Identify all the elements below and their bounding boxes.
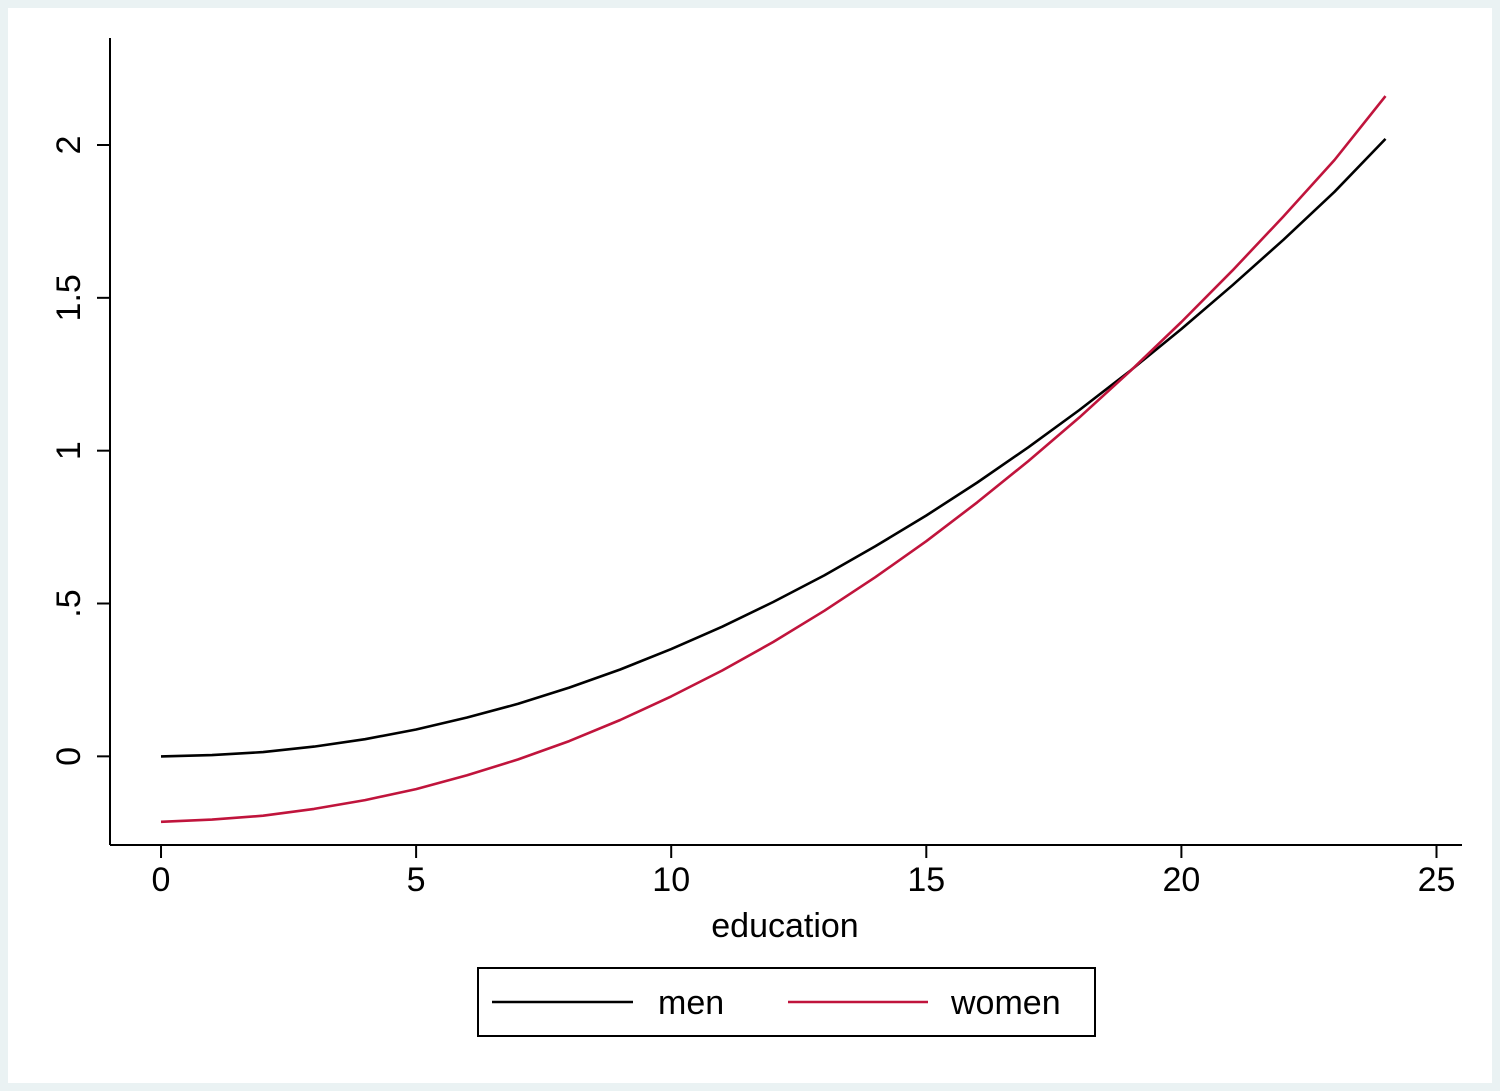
tick-group: 0 5 10 15 20 25 0 .5 1 1.5 2 <box>50 136 1455 899</box>
series-line-women <box>160 95 1387 824</box>
y-tick-label: .5 <box>50 589 88 617</box>
x-tick-label: 0 <box>152 861 171 899</box>
legend: men women <box>477 967 1096 1037</box>
line-chart: 0 5 10 15 20 25 0 .5 1 1.5 2 education men women <box>50 38 1462 1037</box>
axes <box>109 38 1462 846</box>
chart-figure: 0 5 10 15 20 25 0 .5 1 1.5 2 education men women <box>8 8 1492 1083</box>
x-tick-label: 10 <box>652 861 690 899</box>
x-tick-label: 20 <box>1162 861 1200 899</box>
x-tick-label: 5 <box>407 861 426 899</box>
legend-label-men: men <box>658 984 724 1022</box>
y-tick-label: 2 <box>50 136 88 155</box>
x-tick-label: 15 <box>907 861 945 899</box>
series-group <box>160 95 1387 824</box>
legend-label-women: women <box>950 984 1061 1022</box>
y-tick-label: 0 <box>50 747 88 766</box>
y-tick-label: 1.5 <box>50 274 88 321</box>
x-tick-label: 25 <box>1418 861 1456 899</box>
x-axis-label: education <box>711 907 858 945</box>
series-line-men <box>160 137 1387 758</box>
y-tick-label: 1 <box>50 441 88 460</box>
